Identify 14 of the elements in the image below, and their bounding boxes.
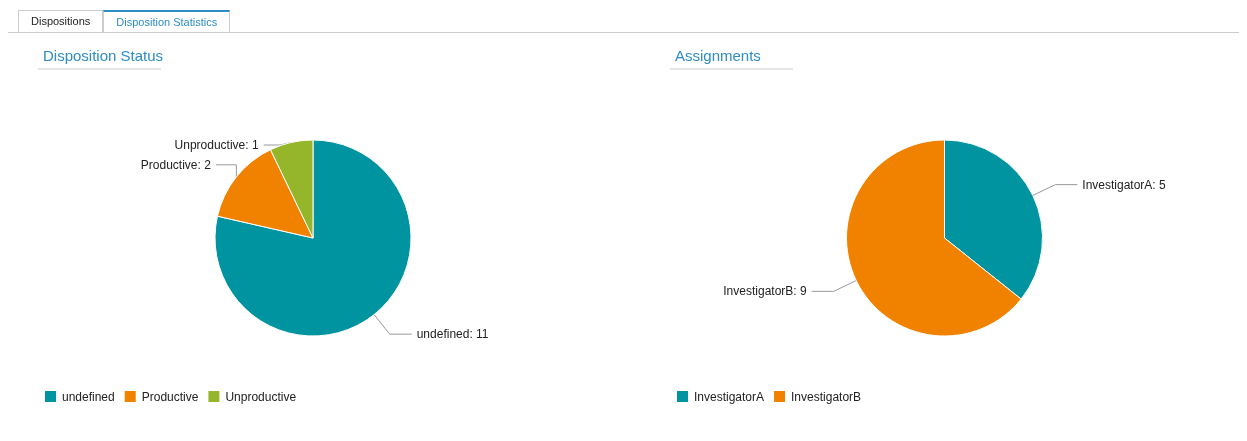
legend-label: InvestigatorB [791,389,862,404]
data-label: InvestigatorA: 5 [1082,177,1167,192]
chart-title: Disposition Status [43,47,164,64]
legend-label: InvestigatorA [694,389,765,404]
legend-label: Unproductive [225,389,297,404]
legend-label: undefined [62,389,115,404]
chart-title: Assignments [675,47,761,64]
data-label: undefined: 11 [416,327,489,342]
text: Dispositions [18,10,104,32]
legend-label: Productive [141,389,199,404]
data-label: InvestigatorB: 9 [723,284,807,299]
text: Disposition Statistics [103,10,231,32]
data-label: Productive: 2 [140,157,212,172]
data-label: Unproductive: 1 [174,138,259,152]
